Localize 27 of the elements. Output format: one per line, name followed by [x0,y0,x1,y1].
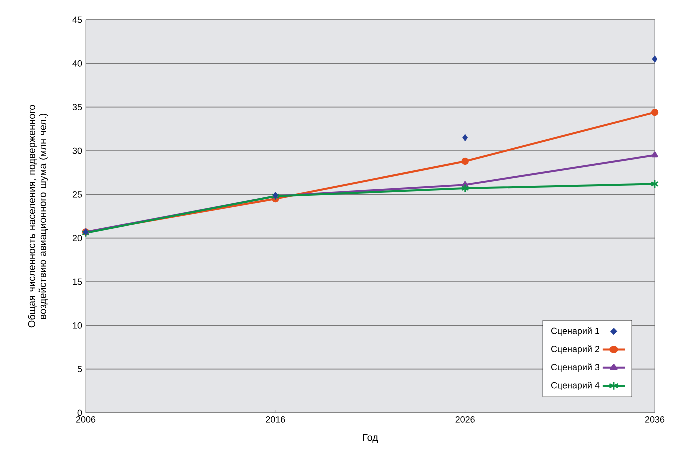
point [651,180,659,189]
y-tick-label: 30 [72,148,82,154]
y-axis-title: Общая численность населения, подверженного воздействию авиационного шума (млн чел.) [28,105,48,328]
x-tick-label: 2006 [76,416,96,423]
y-tick-label: 0 [78,410,82,416]
legend-label: Сценарий 3 [551,364,600,372]
point [651,108,659,116]
legend-label: Сценарий 1 [551,328,600,336]
legend-label: Сценарий 2 [551,346,600,354]
point [462,134,468,142]
y-tick-label: 35 [72,104,82,111]
y-tick-label: 10 [73,322,82,329]
y-tick-label: 40 [72,60,82,67]
y-tick-label: 15 [73,278,82,286]
x-axis-title: Год [363,434,378,444]
y-tick-label: 5 [78,366,82,372]
x-tick-label: 2016 [266,416,286,423]
x-tick-label: 2026 [456,416,475,423]
point [461,184,470,194]
y-tick-label: 20 [72,235,82,242]
point [462,158,469,166]
y-tick-label: 25 [72,191,82,198]
point [652,152,658,158]
point [652,56,658,63]
x-tick-label: 2036 [645,416,665,423]
y-tick-label: 45 [72,16,82,24]
legend-label: Сценарий 4 [551,382,600,390]
